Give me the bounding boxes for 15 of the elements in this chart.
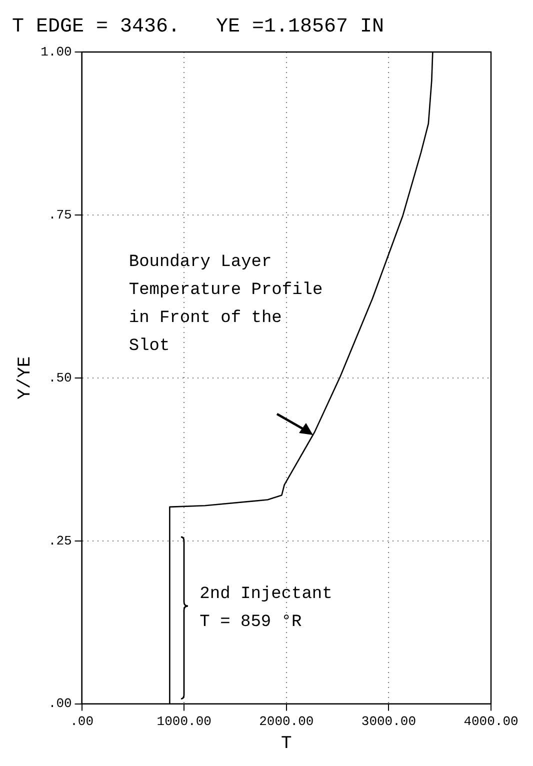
y-tick-label: .75 — [48, 207, 72, 222]
x-tick-label: 1000.00 — [156, 714, 212, 730]
annotation: 2nd Injectant T = 859 °R — [200, 585, 332, 632]
annotation: Boundary Layer Temperature Profile in Front of the Slot — [128, 252, 323, 356]
y-tick-label: .50 — [48, 370, 72, 386]
y-tick-label: 1.00 — [40, 44, 72, 60]
x-tick-label: .00 — [70, 714, 94, 730]
y-axis-title: Y/YE — [16, 356, 36, 400]
x-tick-label: 4000.00 — [464, 714, 518, 730]
x-axis-title: T — [280, 734, 292, 754]
x-tick-label: 2000.00 — [259, 714, 314, 730]
x-tick-label: 3000.00 — [361, 714, 416, 730]
y-tick-label: .00 — [48, 696, 72, 712]
chart-title: T EDGE = 3436. YE =1.18567 IN — [12, 15, 384, 38]
y-tick-label: .25 — [48, 533, 72, 548]
